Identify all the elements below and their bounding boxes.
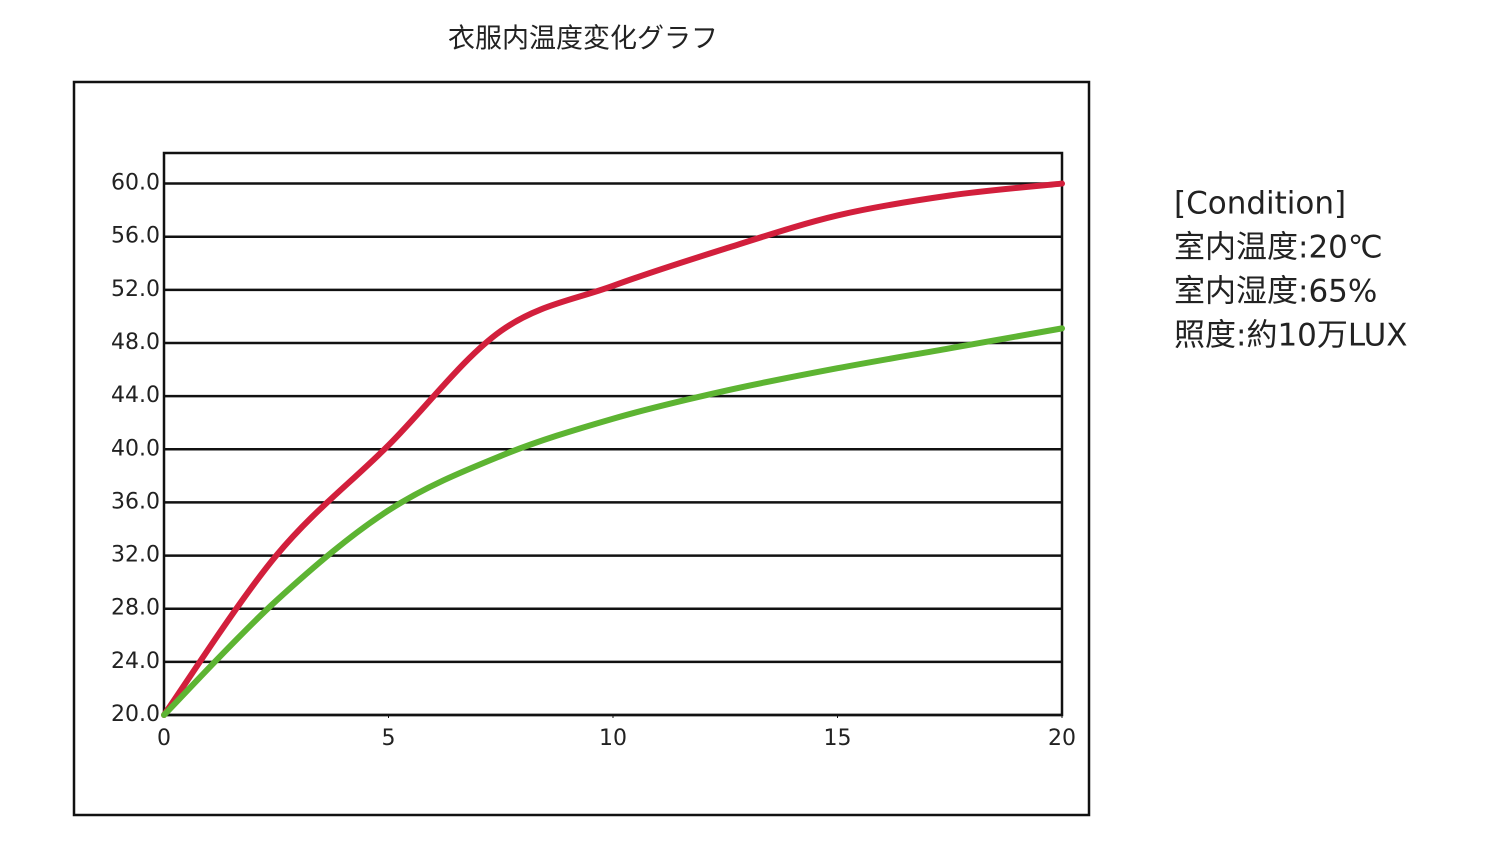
condition-text: 室内温度:20℃: [1174, 230, 1383, 266]
y-tick-label: 52.0: [111, 277, 160, 302]
chart-title: 衣服内温度変化グラフ: [448, 24, 718, 55]
y-tick-label: 56.0: [111, 224, 160, 249]
x-tick-label: 10: [599, 726, 627, 751]
x-tick-label: 5: [382, 726, 396, 751]
y-tick-label: 48.0: [111, 330, 160, 355]
condition-text: 室内湿度:65%: [1174, 274, 1377, 310]
y-tick-label: 28.0: [111, 596, 160, 621]
outer-frame: [72, 80, 1091, 817]
y-tick-label: 60.0: [111, 171, 160, 196]
series-line: [161, 180, 1065, 718]
y-tick-label: 44.0: [111, 383, 160, 408]
y-tick-label: 36.0: [111, 489, 160, 514]
y-tick-label: 40.0: [111, 436, 160, 461]
x-tick-label: 20: [1048, 726, 1076, 751]
series-line: [161, 325, 1065, 718]
x-tick-label: 0: [157, 726, 171, 751]
y-tick-label: 20.0: [111, 702, 160, 727]
x-tick-label: 15: [824, 726, 852, 751]
y-tick-label: 24.0: [111, 649, 160, 674]
y-tick-label: 32.0: [111, 543, 160, 568]
condition-text: [Condition]: [1174, 186, 1346, 222]
condition-text: 照度:約10万LUX: [1174, 318, 1408, 354]
